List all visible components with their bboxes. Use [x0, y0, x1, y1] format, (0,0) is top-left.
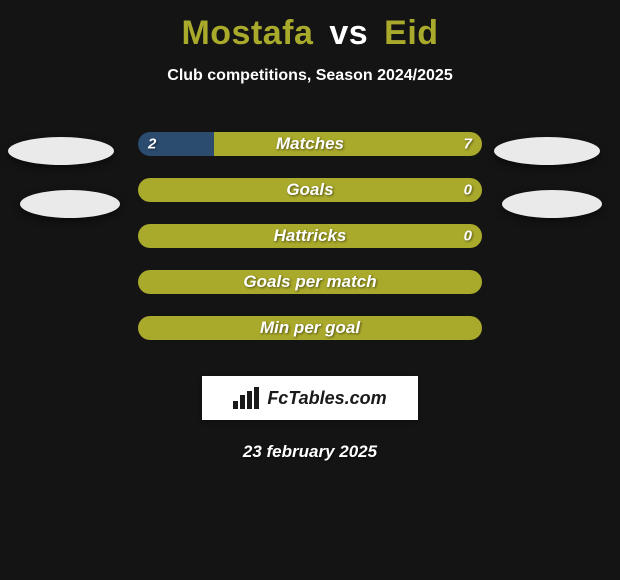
stat-bar-right-segment: [138, 270, 482, 294]
stat-bar-right-segment: [214, 132, 482, 156]
stat-bar-right-segment: [138, 316, 482, 340]
stat-bar: Hattricks0: [138, 224, 482, 248]
stat-bar: Matches27: [138, 132, 482, 156]
source-badge-text: FcTables.com: [267, 388, 386, 409]
player-b-name: Eid: [384, 14, 438, 52]
bar-chart-icon: [233, 387, 261, 409]
season-subtitle: Club competitions, Season 2024/2025: [0, 67, 620, 85]
stats-bars-area: Matches27 Goals0 Hattricks0 Goals per match…: [0, 132, 620, 362]
player-a-name: Mostafa: [181, 14, 313, 52]
comparison-title: Mostafa vs Eid: [0, 14, 620, 53]
stat-bar-left-segment: [138, 132, 214, 156]
stat-bar-right-segment: [138, 224, 482, 248]
stat-bar: Goals per match: [138, 270, 482, 294]
snapshot-date: 23 february 2025: [0, 442, 620, 462]
vs-label: vs: [329, 14, 368, 52]
source-badge: FcTables.com: [202, 376, 418, 420]
stat-bar: Goals0: [138, 178, 482, 202]
stat-bar-right-segment: [138, 178, 482, 202]
stat-bar: Min per goal: [138, 316, 482, 340]
